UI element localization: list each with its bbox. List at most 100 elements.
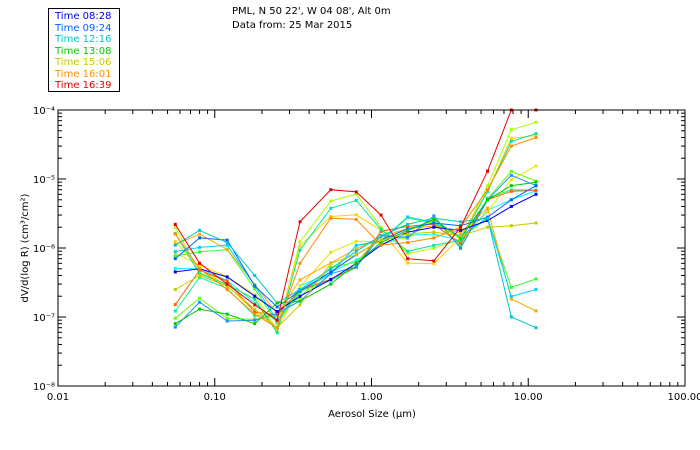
series-5-point bbox=[173, 288, 177, 292]
series-5-point bbox=[509, 224, 513, 228]
series-3-point bbox=[406, 222, 410, 226]
series-3-point bbox=[354, 249, 358, 253]
trace-9-point bbox=[198, 268, 202, 272]
series-3-line bbox=[175, 217, 537, 329]
trace-4-point bbox=[198, 296, 202, 300]
series-2-point bbox=[534, 184, 538, 188]
series-3-point bbox=[225, 241, 229, 245]
series-2-point bbox=[253, 284, 257, 288]
series-1-point bbox=[406, 230, 410, 234]
series-4-point bbox=[298, 299, 302, 303]
trace-1-point bbox=[406, 234, 410, 238]
trace-7-point bbox=[298, 244, 302, 248]
trace-5-point bbox=[329, 199, 333, 203]
trace-7-point bbox=[329, 214, 333, 218]
trace-5-point bbox=[354, 192, 358, 196]
trace-6-point bbox=[298, 285, 302, 289]
series-5-point bbox=[432, 230, 436, 234]
data-date: Data from: 25 Mar 2015 bbox=[232, 20, 353, 31]
trace-8-point bbox=[459, 231, 463, 235]
trace-8-point bbox=[534, 309, 538, 313]
series-6-point bbox=[173, 232, 177, 236]
series-7-point bbox=[354, 190, 358, 194]
series-4-point bbox=[354, 261, 358, 265]
trace-4-point bbox=[225, 317, 229, 321]
series-7-point bbox=[275, 318, 279, 322]
trace-7-point bbox=[173, 240, 177, 244]
trace-11-point bbox=[198, 300, 202, 304]
series-4-point bbox=[198, 307, 202, 311]
series-4-point bbox=[275, 301, 279, 305]
trace-3-point bbox=[173, 254, 177, 258]
trace-10-point bbox=[173, 250, 177, 254]
trace-9-point bbox=[379, 229, 383, 233]
trace-12-line bbox=[174, 133, 537, 334]
legend: Time 08:28 Time 09:24 Time 12:16 Time 13:08… bbox=[48, 8, 120, 92]
series-4-point bbox=[406, 228, 410, 232]
series-6-line bbox=[174, 137, 537, 329]
series-3-point bbox=[298, 288, 302, 292]
trace-12-point bbox=[253, 297, 257, 301]
series-6-point bbox=[379, 243, 383, 247]
trace-3-point bbox=[253, 287, 257, 291]
y-tick-label: 10⁻⁷ bbox=[33, 313, 55, 324]
trace-10-point bbox=[509, 295, 513, 299]
x-tick-label: 10.00 bbox=[514, 392, 543, 403]
series-2-point bbox=[432, 221, 436, 225]
series-1-point bbox=[275, 310, 279, 314]
trace-8-point bbox=[354, 247, 358, 251]
trace-5-point bbox=[432, 246, 436, 250]
x-tick-labels: 0.01 0.10 1.00 10.00 100.00 bbox=[47, 392, 700, 403]
x-axis-label: Aerosol Size (µm) bbox=[328, 409, 416, 420]
series-2-point bbox=[509, 198, 513, 202]
legend-entry: Time 08:28 bbox=[55, 11, 112, 22]
series-1-point bbox=[509, 204, 513, 208]
trace-11-point bbox=[509, 173, 513, 177]
series-3-point bbox=[534, 326, 538, 330]
trace-8-point bbox=[509, 297, 513, 301]
series-7-point bbox=[406, 257, 410, 261]
trace-11-point bbox=[459, 246, 463, 250]
legend-entry: Time 15:06 bbox=[55, 57, 112, 68]
series-3-point bbox=[379, 234, 383, 238]
trace-8-point bbox=[486, 206, 490, 210]
trace-2-point bbox=[198, 275, 202, 279]
series-5-point bbox=[329, 261, 333, 265]
series-5-point bbox=[486, 225, 490, 229]
trace-11-point bbox=[225, 319, 229, 323]
series-6-point bbox=[509, 144, 513, 148]
series-1-point bbox=[459, 228, 463, 232]
series-6-point bbox=[329, 216, 333, 220]
trace-12-point bbox=[298, 248, 302, 252]
trace-12-point bbox=[198, 272, 202, 276]
series-6-point bbox=[534, 135, 538, 139]
series-4-point bbox=[225, 312, 229, 316]
series-4-point bbox=[379, 241, 383, 245]
trace-9-point bbox=[173, 303, 177, 307]
series-4-point bbox=[459, 236, 463, 240]
trace-2-point bbox=[253, 314, 257, 318]
trace-1-point bbox=[173, 266, 177, 270]
trace-6-point bbox=[354, 239, 358, 243]
series-1-point bbox=[432, 225, 436, 229]
y-tick-label: 10⁻⁵ bbox=[33, 175, 55, 186]
series-7-point bbox=[253, 303, 257, 307]
x-tick-label: 1.00 bbox=[360, 392, 382, 403]
x-tick-label: 0.10 bbox=[204, 392, 226, 403]
series-6-point bbox=[432, 236, 436, 240]
series-2-point bbox=[198, 236, 202, 240]
series-1-point bbox=[486, 219, 490, 223]
trace-3-line bbox=[175, 217, 537, 325]
trace-12-point bbox=[509, 139, 513, 143]
series-3-point bbox=[459, 220, 463, 224]
series-5-point bbox=[253, 307, 257, 311]
trace-1-point bbox=[432, 232, 436, 236]
trace-2-point bbox=[173, 309, 177, 313]
y-tick-labels: 10⁻⁸ 10⁻⁷ 10⁻⁶ 10⁻⁵ 10⁻⁴ bbox=[33, 106, 55, 393]
series-6-point bbox=[198, 267, 202, 271]
trace-7-point bbox=[354, 213, 358, 217]
series-1-point bbox=[298, 294, 302, 298]
series-5-point bbox=[379, 238, 383, 242]
trace-4-point bbox=[509, 169, 513, 173]
